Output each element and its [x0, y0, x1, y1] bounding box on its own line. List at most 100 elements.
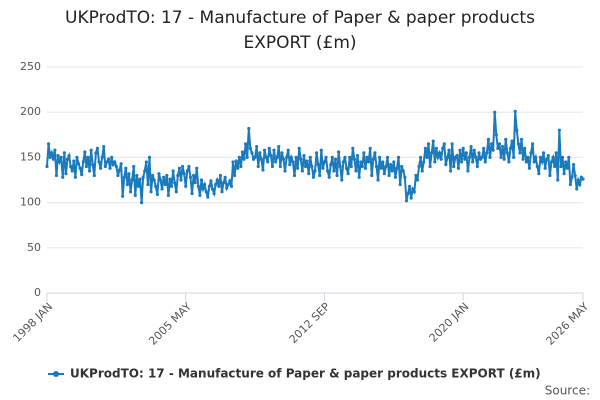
data-point [319, 148, 323, 152]
data-point [431, 139, 435, 143]
data-point [151, 173, 155, 178]
data-point [480, 155, 484, 159]
data-point [75, 155, 79, 159]
data-point [138, 177, 142, 181]
data-point [144, 160, 148, 164]
data-point [212, 191, 216, 196]
data-point [259, 157, 263, 161]
data-point [551, 155, 555, 159]
data-point [557, 128, 561, 132]
data-point [121, 194, 125, 198]
data-point [348, 155, 352, 159]
data-point [567, 155, 571, 159]
data-point [258, 151, 262, 155]
data-point [374, 164, 379, 169]
data-point [185, 169, 189, 173]
data-point [281, 157, 286, 161]
data-point [521, 157, 525, 161]
data-point [133, 193, 137, 197]
data-point [471, 160, 475, 164]
data-point [277, 144, 281, 149]
data-point [58, 160, 62, 164]
data-point [255, 144, 259, 149]
data-point [505, 151, 509, 155]
data-point [414, 173, 418, 178]
data-point [228, 179, 232, 183]
data-point [221, 181, 226, 185]
data-point [426, 142, 431, 146]
data-point [166, 193, 170, 197]
data-point [540, 160, 544, 164]
data-point [548, 173, 552, 178]
data-point [322, 160, 327, 164]
data-point [321, 166, 325, 170]
data-point [474, 155, 478, 159]
data-point [352, 157, 357, 161]
data-point [283, 169, 287, 173]
data-point [530, 142, 535, 146]
data-point [527, 166, 532, 170]
data-point [201, 187, 205, 191]
data-point [488, 155, 492, 159]
data-point [452, 164, 456, 169]
data-point [239, 164, 243, 169]
data-point [392, 160, 396, 164]
data-point [233, 173, 237, 178]
data-point [196, 184, 200, 188]
data-point [458, 148, 462, 152]
data-point [467, 155, 472, 159]
data-point [363, 166, 368, 170]
data-point [327, 175, 331, 179]
data-point [143, 169, 147, 173]
data-point [553, 164, 557, 169]
data-point [359, 160, 363, 164]
data-point [86, 155, 90, 159]
data-point [311, 175, 316, 179]
data-point [395, 166, 399, 170]
data-point [117, 168, 122, 172]
data-point [496, 146, 500, 150]
data-point [554, 151, 558, 155]
data-point [218, 173, 223, 178]
data-point [499, 155, 503, 159]
data-point [136, 184, 141, 188]
data-point [69, 164, 73, 169]
data-point [53, 148, 57, 152]
data-point [434, 146, 438, 150]
data-point [508, 146, 513, 150]
data-point [370, 173, 374, 178]
data-point [203, 182, 207, 187]
data-point [519, 137, 524, 141]
data-point [518, 151, 522, 155]
data-point [486, 137, 491, 141]
data-point [242, 157, 246, 161]
data-point [100, 155, 104, 159]
data-point [217, 184, 221, 188]
data-point [564, 160, 568, 164]
data-point [333, 157, 338, 161]
data-point [220, 190, 224, 194]
y-tick-label: 0 [34, 286, 41, 299]
data-point [472, 148, 476, 152]
data-point [384, 164, 388, 169]
data-point [266, 160, 270, 164]
data-point [278, 164, 282, 169]
data-point [247, 126, 251, 131]
data-point [494, 133, 498, 137]
data-point [256, 164, 260, 169]
data-point [515, 128, 519, 132]
data-point [135, 173, 139, 178]
data-point [575, 187, 579, 191]
data-point [357, 175, 361, 179]
data-point [78, 166, 82, 170]
data-point [326, 169, 330, 173]
data-point [273, 160, 278, 164]
data-point [412, 190, 416, 194]
data-point [262, 148, 267, 152]
data-point [423, 146, 427, 150]
data-point [504, 137, 508, 141]
data-point [46, 142, 51, 146]
data-point [367, 160, 371, 164]
data-point [485, 151, 489, 155]
data-point [264, 155, 268, 159]
